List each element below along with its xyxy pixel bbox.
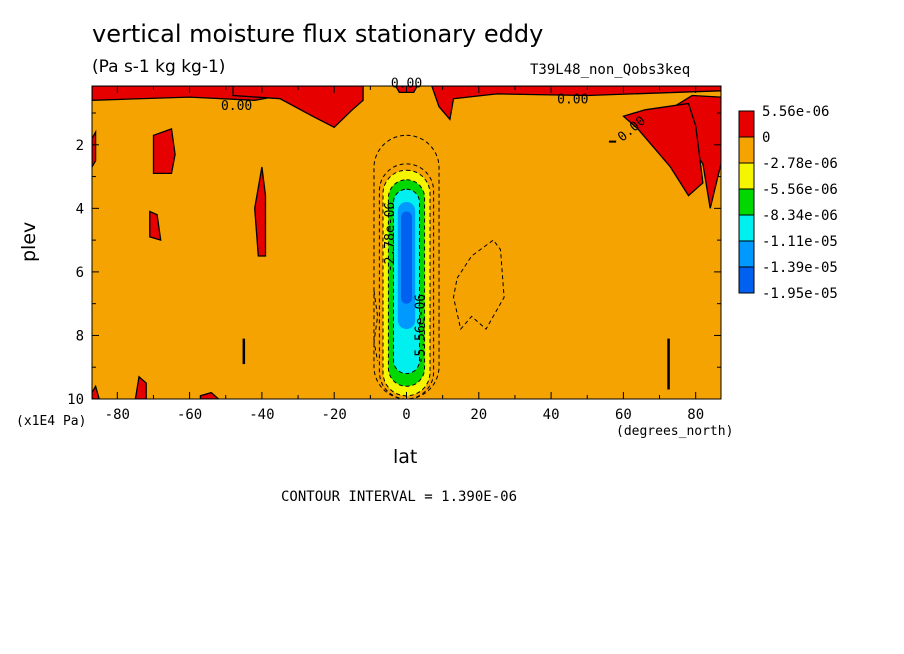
negative-core-band-4 xyxy=(401,211,412,304)
chart-title: vertical moisture flux stationary eddy xyxy=(92,20,544,48)
y-tick-label-2: 2 xyxy=(76,138,84,154)
contour-fills xyxy=(92,86,721,399)
contour-label-1: 0.00 xyxy=(391,77,422,92)
negative-contour-3 xyxy=(387,179,426,387)
positive-region-3 xyxy=(431,86,721,121)
x-tick-label--60: -60 xyxy=(177,407,202,423)
negative-contour-4 xyxy=(392,188,421,375)
legend-swatch-3 xyxy=(738,188,755,216)
legend-swatch-5 xyxy=(738,240,755,268)
positive-region-8 xyxy=(149,210,162,242)
negative-contour-2 xyxy=(382,169,431,397)
y-axis-ticks: 2 4 6 8 10 xyxy=(67,112,721,408)
negative-contour-west xyxy=(373,290,379,361)
x-tick-label-20: 20 xyxy=(470,407,487,423)
legend-label-0: 5.56e-06 xyxy=(762,104,829,120)
legend-swatch-1 xyxy=(738,136,755,164)
contour-labels: 0.000.000.000.00-2.78e-06-5.56e-06 xyxy=(221,77,649,365)
positive-region-7 xyxy=(254,166,267,257)
x-axis-label: lat xyxy=(393,446,418,468)
x-axis-ticks: -80 -60 -40 -20 0 20 40 60 80 xyxy=(105,86,704,423)
negative-contour-0 xyxy=(373,134,440,399)
x-tick-label-0: 0 xyxy=(402,407,410,423)
positive-region-6 xyxy=(152,128,176,175)
x-tick-label--80: -80 xyxy=(105,407,130,423)
contour-label-4: -2.78e-06 xyxy=(383,202,398,272)
contour-lines xyxy=(242,134,670,399)
y-tick-label-8: 8 xyxy=(76,328,84,344)
x-axis-unit: (degrees_north) xyxy=(616,424,734,439)
x-tick-label--20: -20 xyxy=(322,407,347,423)
legend-label-1: 0 xyxy=(762,130,770,146)
y-tick-label-6: 6 xyxy=(76,265,84,281)
positive-region-5 xyxy=(622,102,704,197)
run-label: T39L48_non_Qobs3keq xyxy=(530,62,691,78)
x-tick-label-80: 80 xyxy=(687,407,704,423)
positive-region-12 xyxy=(92,384,100,399)
legend-label-2: -2.78e-06 xyxy=(762,156,838,172)
legend-label-5: -1.11e-05 xyxy=(762,234,838,250)
positive-region-11 xyxy=(199,391,220,399)
color-legend: 5.56e-06 0 -2.78e-06 -5.56e-06 -8.34e-06 -1.1… xyxy=(738,104,838,302)
contour-label-2: 0.00 xyxy=(557,92,588,107)
legend-label-6: -1.39e-05 xyxy=(762,260,838,276)
positive-region-1 xyxy=(232,86,364,129)
legend-label-7: -1.95e-05 xyxy=(762,286,838,302)
positive-region-9 xyxy=(92,129,97,169)
y-tick-label-10: 10 xyxy=(67,392,84,408)
legend-swatch-4 xyxy=(738,214,755,242)
legend-swatch-2 xyxy=(738,162,755,190)
x-tick-label--40: -40 xyxy=(249,407,274,423)
y-axis-unit: (x1E4 Pa) xyxy=(16,414,87,429)
legend-label-4: -8.34e-06 xyxy=(762,208,838,224)
x-tick-label-60: 60 xyxy=(615,407,632,423)
y-tick-label-4: 4 xyxy=(76,201,84,217)
legend-swatch-0 xyxy=(738,110,755,138)
x-tick-label-40: 40 xyxy=(543,407,560,423)
contour-interval-note: CONTOUR INTERVAL = 1.390E-06 xyxy=(281,489,518,505)
chart-units: (Pa s-1 kg kg-1) xyxy=(92,57,226,77)
legend-label-3: -5.56e-06 xyxy=(762,182,838,198)
negative-contour-1 xyxy=(378,163,435,399)
contour-label-0: 0.00 xyxy=(221,99,252,114)
contour-label-5: -5.56e-06 xyxy=(414,294,429,364)
legend-swatch-6 xyxy=(738,266,755,294)
positive-region-10 xyxy=(134,375,147,399)
